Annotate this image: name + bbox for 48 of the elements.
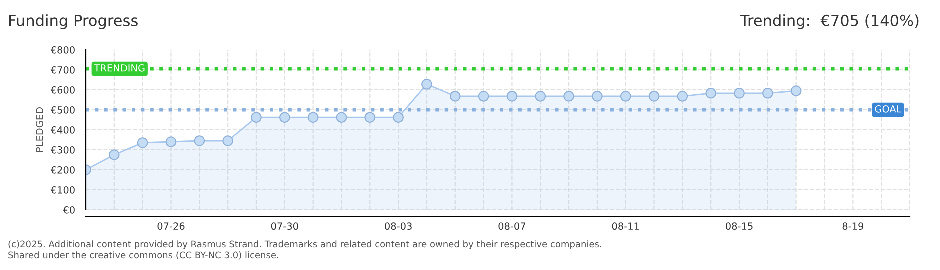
point bbox=[109, 150, 120, 160]
point bbox=[734, 88, 745, 99]
x-tick-label: 08-07 bbox=[498, 222, 526, 230]
point bbox=[790, 86, 802, 96]
x-tick-label: 07-30 bbox=[271, 222, 298, 230]
point bbox=[506, 91, 518, 102]
x-tick-label: 8-19 bbox=[842, 222, 864, 230]
y-tick-label: €500 bbox=[50, 106, 75, 114]
point bbox=[620, 91, 632, 102]
point bbox=[166, 136, 177, 148]
point bbox=[393, 112, 404, 123]
point bbox=[137, 138, 148, 148]
y-tick-label: €600 bbox=[50, 86, 75, 94]
x-tick-label: 07-26 bbox=[158, 222, 185, 230]
y-tick-label: €0 bbox=[63, 206, 75, 214]
point bbox=[422, 79, 432, 90]
point bbox=[535, 91, 546, 102]
ref-line-label: GOAL bbox=[875, 105, 902, 113]
x-tick-label: 08-03 bbox=[385, 222, 412, 230]
point bbox=[648, 91, 660, 102]
point bbox=[762, 88, 774, 99]
y-tick-label: €200 bbox=[50, 166, 75, 174]
point bbox=[251, 112, 262, 123]
chart-title: Funding Progress bbox=[10, 14, 138, 30]
point bbox=[478, 91, 490, 102]
point bbox=[564, 91, 574, 102]
point bbox=[364, 112, 376, 123]
ref-line-label: TRENDING bbox=[94, 64, 145, 72]
point bbox=[450, 91, 461, 102]
point bbox=[194, 136, 206, 146]
y-tick-label: €700 bbox=[50, 66, 75, 74]
y-axis-title: PLEDGED bbox=[36, 108, 44, 152]
x-tick-label: 08-15 bbox=[726, 222, 753, 230]
y-tick-label: €400 bbox=[50, 126, 75, 134]
point bbox=[280, 112, 290, 123]
text: (c)2025. Additional content provided by Rasmus Strand. Trademarks and related content are owned by their respective companies. bbox=[8, 240, 602, 250]
point bbox=[677, 91, 688, 102]
chart-subtitle: Trending: €705 (140%) bbox=[740, 14, 919, 30]
x-tick-label: 08-11 bbox=[612, 222, 640, 230]
point bbox=[308, 112, 319, 123]
text: Shared under the creative commons (CC BY-NC 3.0) license. bbox=[8, 252, 278, 260]
point bbox=[706, 88, 716, 99]
y-tick-label: €800 bbox=[50, 46, 75, 54]
y-tick-label: €300 bbox=[50, 146, 75, 154]
point bbox=[592, 91, 603, 102]
point bbox=[222, 136, 234, 146]
y-tick-label: €100 bbox=[50, 186, 75, 194]
point bbox=[336, 112, 348, 123]
